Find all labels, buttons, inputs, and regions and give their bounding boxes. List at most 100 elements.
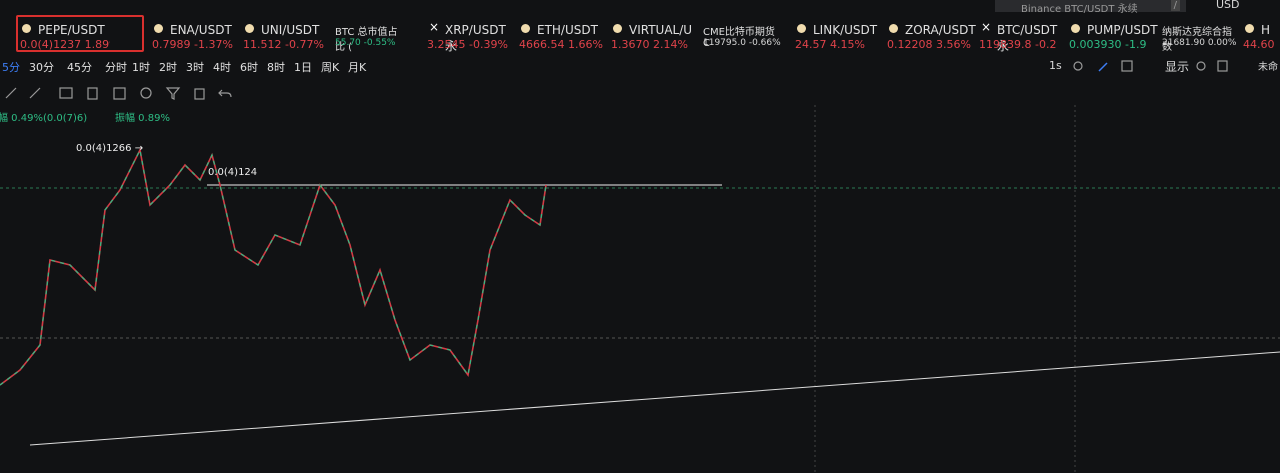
ticker-change: 2.14% [653,38,688,51]
ticker-price: 0.0(4)1237 [20,38,82,51]
ticker-price: 0.12208 [887,38,933,51]
ticker-tab[interactable]: BTC 总市值占比 (55.70 -0.55% [335,16,425,54]
timeframe[interactable]: 5分 [2,61,20,74]
timeframe[interactable]: 1时 [132,61,150,74]
timeframe[interactable]: 月K [348,61,367,74]
info-amplitude: 振幅 0.89% [115,113,170,124]
ticker-quote: 119839.8 -0.2 [979,38,1056,51]
ticker-name: PUMP/USDT [1087,23,1158,37]
interval[interactable]: 1s [1049,59,1062,72]
ticker-quote: 1.3670 2.14% [611,38,688,51]
ticker-icon: × [429,20,440,34]
ticker-icon: × [981,20,992,34]
ticker-price: 1.3670 [611,38,650,51]
ticker-change: -0.39% [469,38,508,51]
ticker-change: 3.56% [936,38,971,51]
ticker-quote: 3.2545 -0.39% [427,38,508,51]
edge-label: 未命 [1258,62,1278,73]
ticker-change: 0.00% [1207,38,1237,48]
ticker-name: ETH/USDT [537,23,598,37]
ticker-change: 1.66% [568,38,603,51]
trend-line [29,351,1280,446]
ticker-price: 0.003930 [1069,38,1122,51]
ticker-tab[interactable]: PUMP/USDT 0.003930 -1.9 [1069,16,1159,54]
ticker-icon [1245,24,1254,33]
ticker-price: 24.57 [795,38,827,51]
ticker-quote: 119795.0 -0.66% [703,38,781,48]
timeframe[interactable]: 45分 [67,61,92,74]
ticker-icon [22,24,31,33]
timeframe[interactable]: 8时 [267,61,285,74]
ticker-tab[interactable]: ZORA/USDT 0.12208 3.56% [887,16,977,54]
ticker-tab[interactable]: UNI/USDT 11.512 -0.77% [243,16,333,54]
ticker-name: ZORA/USDT [905,23,976,37]
ticker-name: BTC/USDT永 [997,23,1058,53]
ticker-quote: 11.512 -0.77% [243,38,324,51]
ticker-change: 4.15% [830,38,865,51]
ticker-quote: 0.003930 -1.9 [1069,38,1146,51]
currency[interactable]: USD [1216,0,1240,11]
price-path [0,148,547,386]
ticker-tab[interactable]: VIRTUAL/U 1.3670 2.14% [611,16,701,54]
ticker-change: 1.89% [84,38,110,51]
ticker-icon [245,24,254,33]
ticker-name: PEPE/USDT [38,23,105,37]
ticker-price: 4666.54 [519,38,565,51]
ticker-change: -0.55% [363,38,396,48]
line-label: 0.0(4)124 [208,167,257,178]
draw-icon [1098,62,1108,72]
ticker-quote: 0.12208 3.56% [887,38,971,51]
ticker-tab[interactable]: 纳斯达克综合指数 21681.90 0.00% [1162,16,1252,54]
ticker-change: -0.2 [1035,38,1057,51]
active-tab-border [16,15,144,52]
ticker-price: 119795.0 [703,38,746,48]
search-text: Binance BTC/USDT 永续 [1021,4,1138,15]
timeframe[interactable]: 周K [321,61,340,74]
timeframe[interactable]: 4时 [213,61,231,74]
search-box[interactable]: Binance BTC/USDT 永续 / [995,0,1186,15]
info-amplitude: 振幅 0.49%(0.0(7)6) [0,113,88,124]
ticker-quote: 0.0(4)1237 1.89% [20,38,110,51]
ticker-quote: 24.57 4.15% [795,38,865,51]
ticker-name: BTC 总市值占比 ( [335,27,398,53]
ticker-icon [154,24,163,33]
timeframe[interactable]: 3时 [186,61,204,74]
ticker-price: 44.60 [1243,38,1275,51]
ticker-icon [1071,24,1080,33]
ticker-change: -1.37% [194,38,233,51]
timeframe[interactable]: 1日 [294,61,312,74]
ticker-price: 0.7989 [152,38,191,51]
ticker-name: XRP/USDT永 [445,23,506,53]
ticker-price: 11.512 [243,38,282,51]
timeframe[interactable]: 分时 [105,61,127,74]
search-key: / [1170,0,1180,11]
ticker-tab[interactable]: H 44.60 [1243,16,1280,54]
timeframe[interactable]: 6时 [240,61,258,74]
ticker-tab[interactable]: CME比特币期货C 119795.0 -0.66% [703,16,793,54]
ticker-quote: 21681.90 0.00% [1162,38,1236,48]
ticker-name: ENA/USDT [170,23,232,37]
ticker-tab[interactable]: × XRP/USDT永 3.2545 -0.39% [427,16,517,54]
display-button[interactable]: 显示 [1165,60,1190,74]
ticker-quote: 4666.54 1.66% [519,38,603,51]
timeframe[interactable]: 30分 [29,61,54,74]
ticker-change: -0.77% [285,38,324,51]
high-label: 0.0(4)1266 → [76,143,143,154]
ticker-icon [521,24,530,33]
ticker-icon [889,24,898,33]
ticker-price: 119839.8 [979,38,1032,51]
ticker-icon [613,24,622,33]
ticker-tab[interactable]: ETH/USDT 4666.54 1.66% [519,16,609,54]
ticker-tab[interactable]: × BTC/USDT永 119839.8 -0.2 [979,16,1069,54]
ticker-tab[interactable]: LINK/USDT 24.57 4.15% [795,16,885,54]
ticker-change: -1.9 [1125,38,1147,51]
ticker-name: 纳斯达克综合指数 [1162,27,1232,53]
ticker-tab[interactable]: ENA/USDT 0.7989 -1.37% [152,16,242,54]
ticker-icon [797,24,806,33]
timeframe[interactable]: 2时 [159,61,177,74]
ticker-name: LINK/USDT [813,23,878,37]
ticker-quote: 55.70 -0.55% [335,38,395,48]
ticker-name: H [1261,23,1271,37]
ticker-name: VIRTUAL/U [629,23,693,37]
